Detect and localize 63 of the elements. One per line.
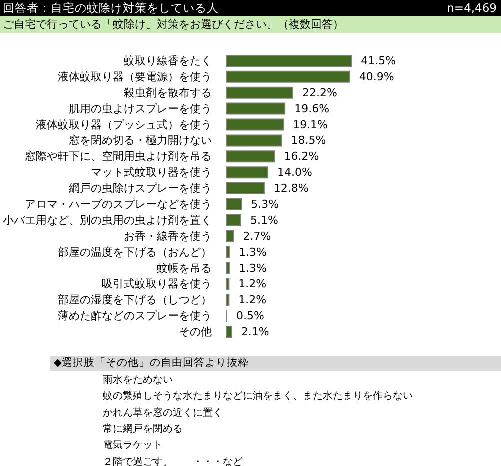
y-tick-label: 蚊取り線香をたく xyxy=(124,54,212,68)
text: かれん草を窓の近くに置く xyxy=(103,406,223,421)
y-tick-label: 吸引式蚊取り器を使う xyxy=(102,278,212,291)
data-label: 12.8% xyxy=(274,182,309,196)
bar xyxy=(226,166,269,179)
data-label: 1.2% xyxy=(238,278,267,291)
y-tick-label: その他 xyxy=(179,326,212,339)
data-label: 19.1% xyxy=(293,118,328,132)
bar xyxy=(226,198,242,210)
data-label: 2.1% xyxy=(241,326,270,339)
text: 回答者：自宅の蚊除け対策をしている人 xyxy=(3,0,219,16)
chart-subtitle: ご自宅で行っている「蚊除け」対策をお選びください。（複数回答） xyxy=(3,17,344,33)
y-tick-label: 蚊帳を吊る xyxy=(157,262,212,275)
data-label: 41.5% xyxy=(361,54,396,68)
y-tick-label: 肌用の虫よけスプレーを使う xyxy=(69,102,212,116)
text: 電気ラケット xyxy=(103,439,163,454)
y-tick-label: アロマ・ハーブのスプレーなどを使う xyxy=(25,198,212,211)
text: n=4,469 xyxy=(447,0,497,16)
data-label: 5.1% xyxy=(250,214,278,227)
bar xyxy=(226,214,242,226)
y-tick-label: 液体蚊取り器（プッシュ式）を使う xyxy=(36,118,212,132)
text: ◆選択肢「その他」の自由回答より抜粋 xyxy=(54,356,250,371)
bar xyxy=(226,278,230,290)
text: ２階で過ごす。 ・・・など xyxy=(103,456,243,466)
bar xyxy=(226,70,350,83)
bar xyxy=(226,326,232,338)
bar xyxy=(226,262,230,274)
bar xyxy=(226,102,286,115)
y-tick-label: 網戸の虫除けスプレーを使う xyxy=(68,182,212,196)
y-tick-label: 窓際や軒下に、空間用虫よけ剤を吊る xyxy=(25,150,212,164)
bar xyxy=(226,230,234,242)
y-tick-label: 殺虫剤を散布する xyxy=(124,86,212,100)
data-label: 16.2% xyxy=(284,150,320,164)
text: 常に網戸を閉める xyxy=(103,422,183,437)
bar xyxy=(226,134,282,147)
y-tick-label: 部屋の温度を下げる（おんど） xyxy=(58,246,212,259)
bar xyxy=(226,294,230,306)
data-label: 1.3% xyxy=(238,262,267,275)
y-tick-label: 小バエ用など、別の虫用の虫よけ剤を置く xyxy=(3,214,212,227)
bar xyxy=(226,182,265,195)
data-label: 0.5% xyxy=(236,310,264,323)
data-label: 40.9% xyxy=(359,70,394,84)
data-label: 19.6% xyxy=(294,102,330,116)
text: 蚊の繁殖しそうな水たまりなどに油をまく、また水たまりを作らない xyxy=(103,390,413,404)
data-label: 18.5% xyxy=(291,134,326,148)
y-tick-label: 窓を閉め切る・極力開けない xyxy=(69,134,212,148)
data-label: 14.0% xyxy=(278,166,313,180)
y-tick-label: 液体蚊取り器（要電源）を使う xyxy=(58,70,212,84)
bar xyxy=(226,86,294,99)
data-label: 5.3% xyxy=(251,198,280,211)
y-tick-label: 薄めた酢などのスプレーを使う xyxy=(58,310,212,323)
bar xyxy=(226,246,230,258)
data-label: 2.7% xyxy=(243,230,272,243)
y-tick-label: マット式蚊取り器を使う xyxy=(91,166,212,180)
bar xyxy=(226,118,284,131)
y-tick-label: 部屋の湿度を下げる（しつど） xyxy=(58,294,212,307)
data-label: 1.3% xyxy=(238,246,267,259)
bar xyxy=(226,54,352,67)
data-label: 1.2% xyxy=(238,294,267,307)
data-label: 22.2% xyxy=(302,86,338,100)
y-tick-label: お香・線香を使う xyxy=(124,230,212,243)
bar xyxy=(226,150,276,163)
text: 雨水をためない xyxy=(103,374,173,388)
